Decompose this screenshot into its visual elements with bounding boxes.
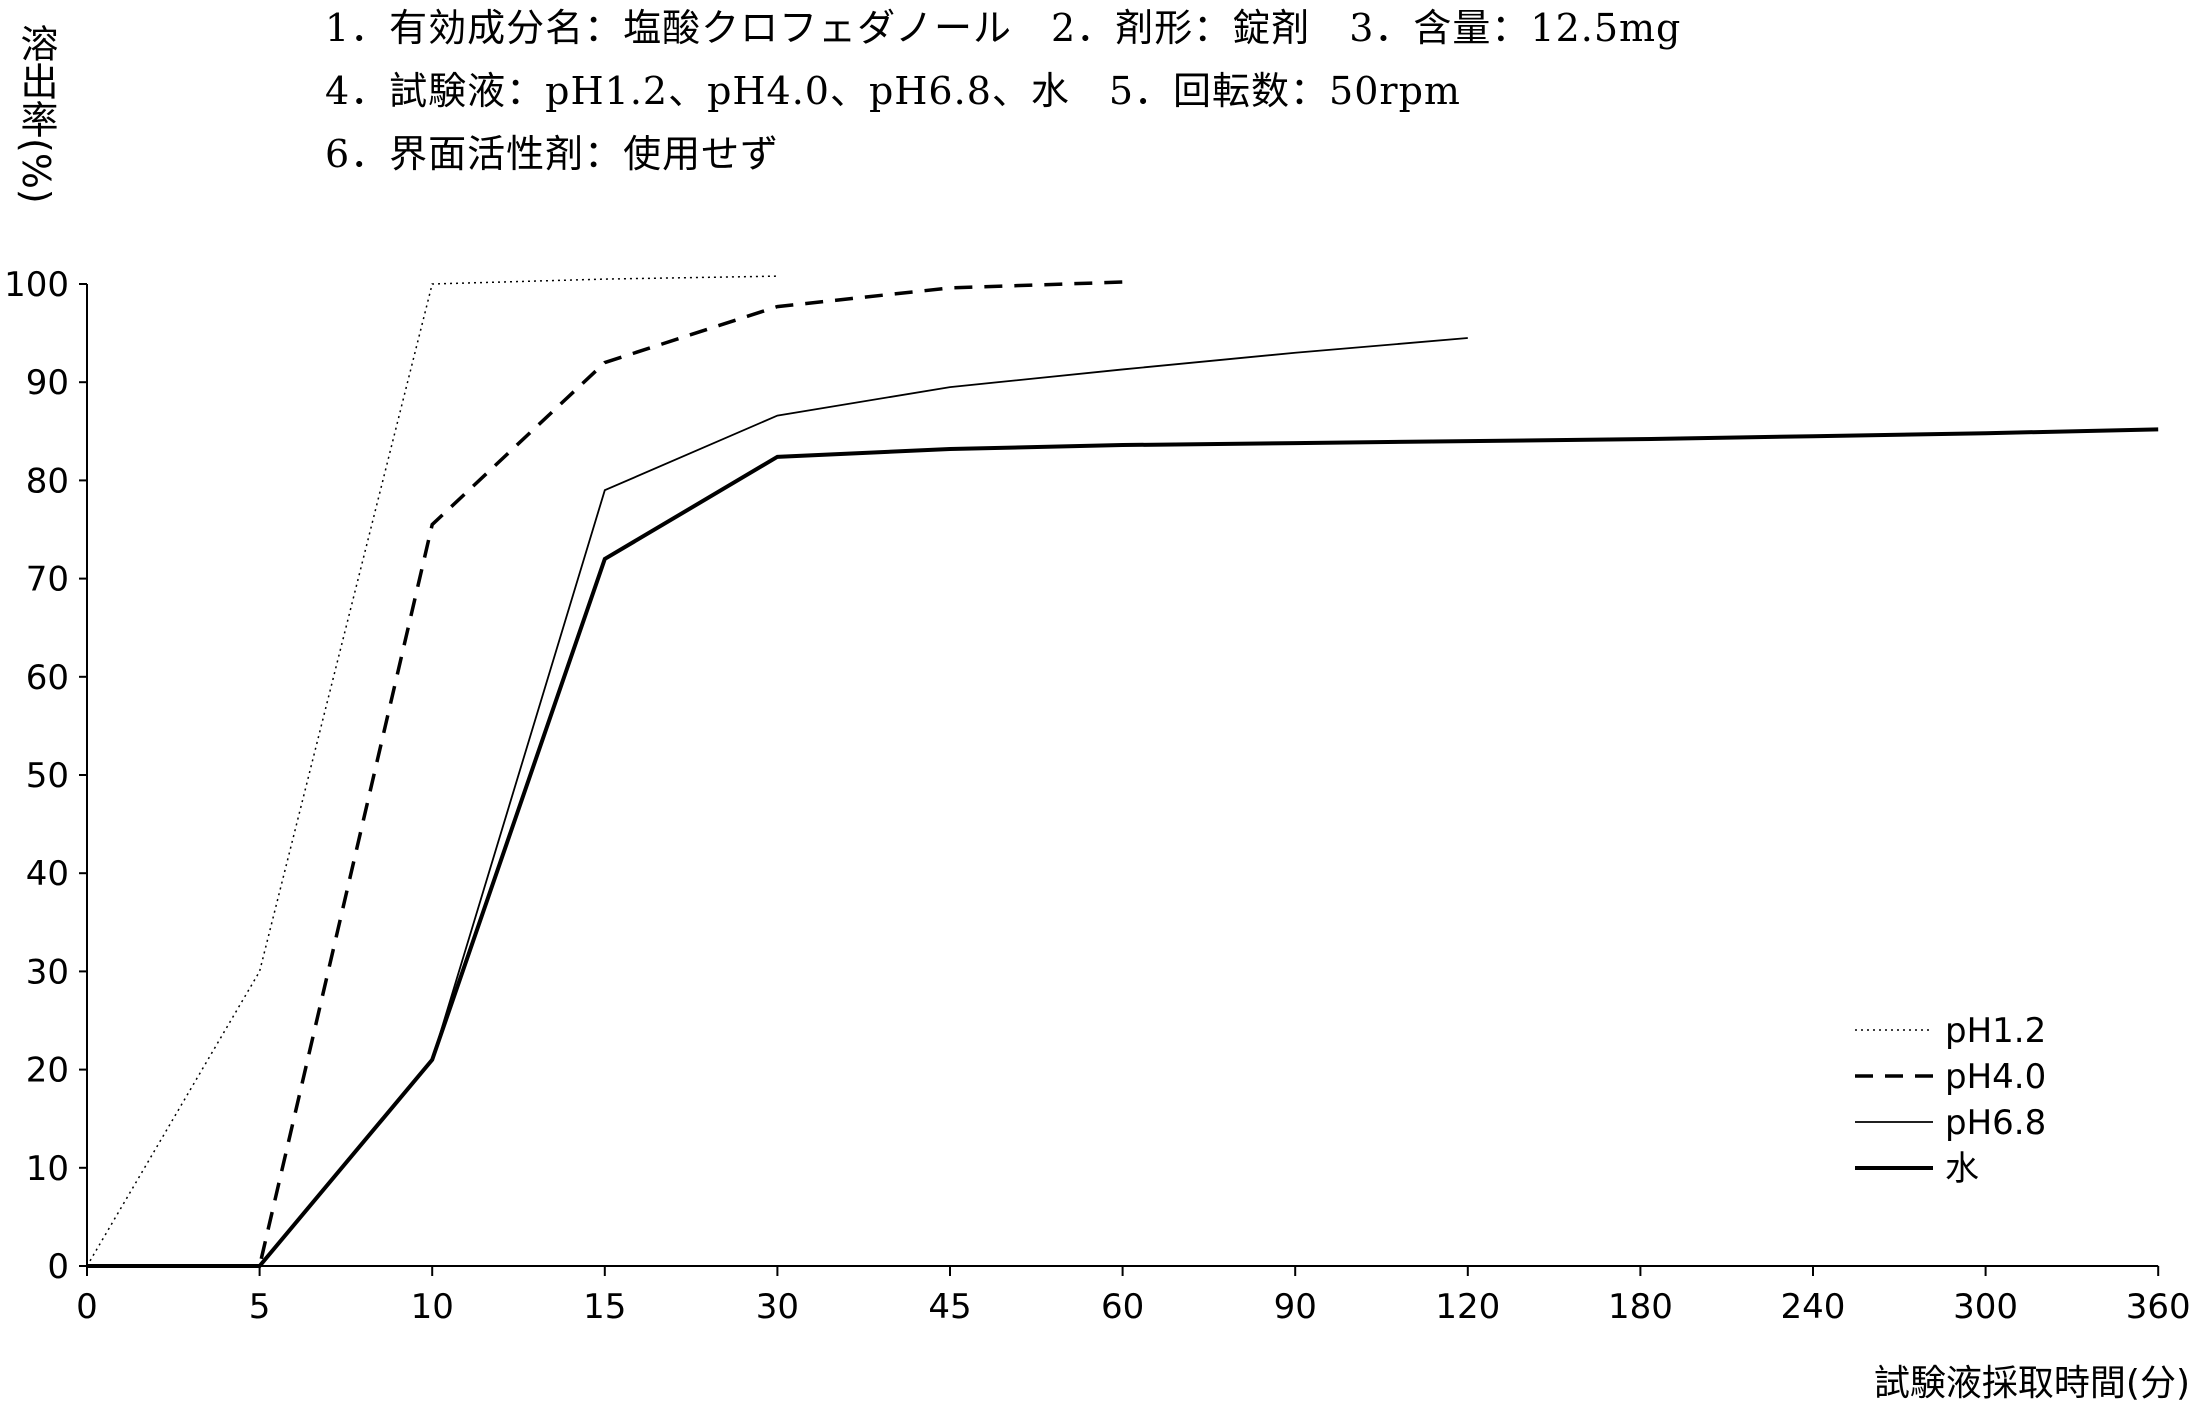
y-tick-label: 20: [26, 1051, 69, 1091]
y-tick-label: 40: [26, 854, 69, 894]
x-tick-label: 10: [411, 1287, 454, 1327]
y-tick-label: 50: [26, 756, 69, 796]
x-tick-label: 5: [249, 1287, 271, 1327]
legend-label: pH1.2: [1945, 1011, 2046, 1051]
series-line-pH6.8: [87, 337, 1468, 1267]
y-tick-label: 30: [26, 952, 69, 992]
y-tick-label: 60: [26, 658, 69, 698]
x-tick-label: 0: [76, 1287, 98, 1327]
y-tick-label: 100: [4, 265, 69, 305]
y-tick-label: 90: [26, 363, 69, 403]
info-line-2: 4．試験液：pH1.2、pH4.0、pH6.8、水 5．回転数：50rpm: [325, 69, 1461, 113]
y-axis-label: 溶出率(%): [14, 24, 58, 204]
x-tick-label: 120: [1435, 1287, 1500, 1327]
x-tick-label: 90: [1274, 1287, 1317, 1327]
series-line-pH4.0: [87, 280, 1123, 1268]
series-line-水: [87, 427, 2159, 1268]
y-tick-label: 70: [26, 560, 69, 600]
x-tick-label: 360: [2126, 1287, 2191, 1327]
x-tick-label: 300: [1953, 1287, 2018, 1327]
x-tick-label: 15: [583, 1287, 626, 1327]
x-tick-label: 180: [1608, 1287, 1673, 1327]
info-line-3: 6．界面活性剤：使用せず: [325, 132, 780, 176]
x-tick-label: 60: [1101, 1287, 1144, 1327]
x-tick-label: 240: [1781, 1287, 1846, 1327]
legend-label: pH4.0: [1945, 1057, 2046, 1097]
y-tick-label: 80: [26, 461, 69, 501]
x-tick-label: 45: [928, 1287, 971, 1327]
info-line-1: 1．有効成分名：塩酸クロフェダノール 2．剤形：錠剤 3．含量：12.5mg: [325, 6, 1682, 50]
legend-label: pH6.8: [1945, 1103, 2046, 1143]
series-line-pH1.2: [86, 275, 778, 1267]
x-tick-label: 30: [756, 1287, 799, 1327]
legend-label: 水: [1945, 1149, 1979, 1189]
y-tick-label: 0: [47, 1247, 69, 1287]
y-tick-label: 10: [26, 1149, 69, 1189]
x-axis-label: 試験液採取時間(分): [1873, 1363, 2190, 1404]
